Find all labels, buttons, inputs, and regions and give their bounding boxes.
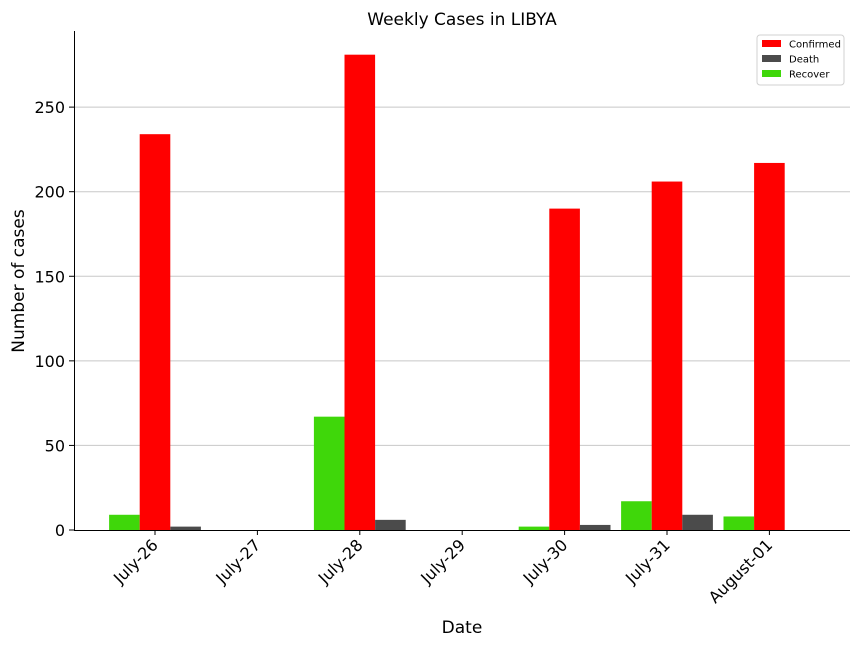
y-ticks: 0 50 100 150 200 250 xyxy=(34,98,74,540)
bar-confirmed-august-01 xyxy=(754,162,785,531)
gridlines xyxy=(74,106,850,446)
bar-recover-july-28 xyxy=(313,416,345,530)
bars xyxy=(109,54,785,531)
y-tick-label: 50 xyxy=(45,436,65,455)
legend: Confirmed Death Recover xyxy=(756,34,845,86)
bar-recover-july-31 xyxy=(621,501,652,530)
bar-death-july-30 xyxy=(579,524,611,530)
y-tick-label: 150 xyxy=(34,267,65,286)
legend-swatch-confirmed xyxy=(762,40,781,47)
legend-label-confirmed: Confirmed xyxy=(789,40,841,51)
legend-label-death: Death xyxy=(789,55,819,66)
x-tick-label: July-28 xyxy=(314,535,367,588)
y-tick-label: 200 xyxy=(34,183,65,202)
x-tick-label: July-31 xyxy=(621,535,674,588)
axes xyxy=(74,31,850,531)
x-axis-title: Date xyxy=(442,618,483,638)
bar-recover-july-30 xyxy=(518,526,550,530)
x-tick-label: August-01 xyxy=(705,535,777,607)
chart-title: Weekly Cases in LIBYA xyxy=(367,10,557,30)
x-tick-label: July-29 xyxy=(416,535,469,588)
x-tick-label: July-26 xyxy=(109,535,162,588)
y-axis-title: Number of cases xyxy=(9,209,29,353)
y-tick-label: 250 xyxy=(34,98,65,117)
bar-confirmed-july-30 xyxy=(549,208,580,530)
bar-confirmed-july-31 xyxy=(651,181,683,530)
bar-death-july-26 xyxy=(170,526,201,530)
x-tick-label: July-30 xyxy=(519,535,572,588)
x-ticks: July-26 July-27 July-28 July-29 July-30 July-… xyxy=(109,530,776,607)
legend-swatch-death xyxy=(762,55,781,62)
x-tick-label: July-27 xyxy=(211,535,264,588)
bar-recover-july-26 xyxy=(109,514,140,530)
bar-confirmed-july-26 xyxy=(139,134,171,530)
legend-swatch-recover xyxy=(762,70,781,77)
bar-death-july-28 xyxy=(375,519,406,530)
y-tick-label: 100 xyxy=(34,352,65,371)
legend-label-recover: Recover xyxy=(789,70,830,81)
y-tick-label: 0 xyxy=(55,521,65,540)
bar-recover-august-01 xyxy=(723,516,755,530)
bar-confirmed-july-28 xyxy=(344,54,376,530)
bar-death-july-31 xyxy=(682,514,713,530)
